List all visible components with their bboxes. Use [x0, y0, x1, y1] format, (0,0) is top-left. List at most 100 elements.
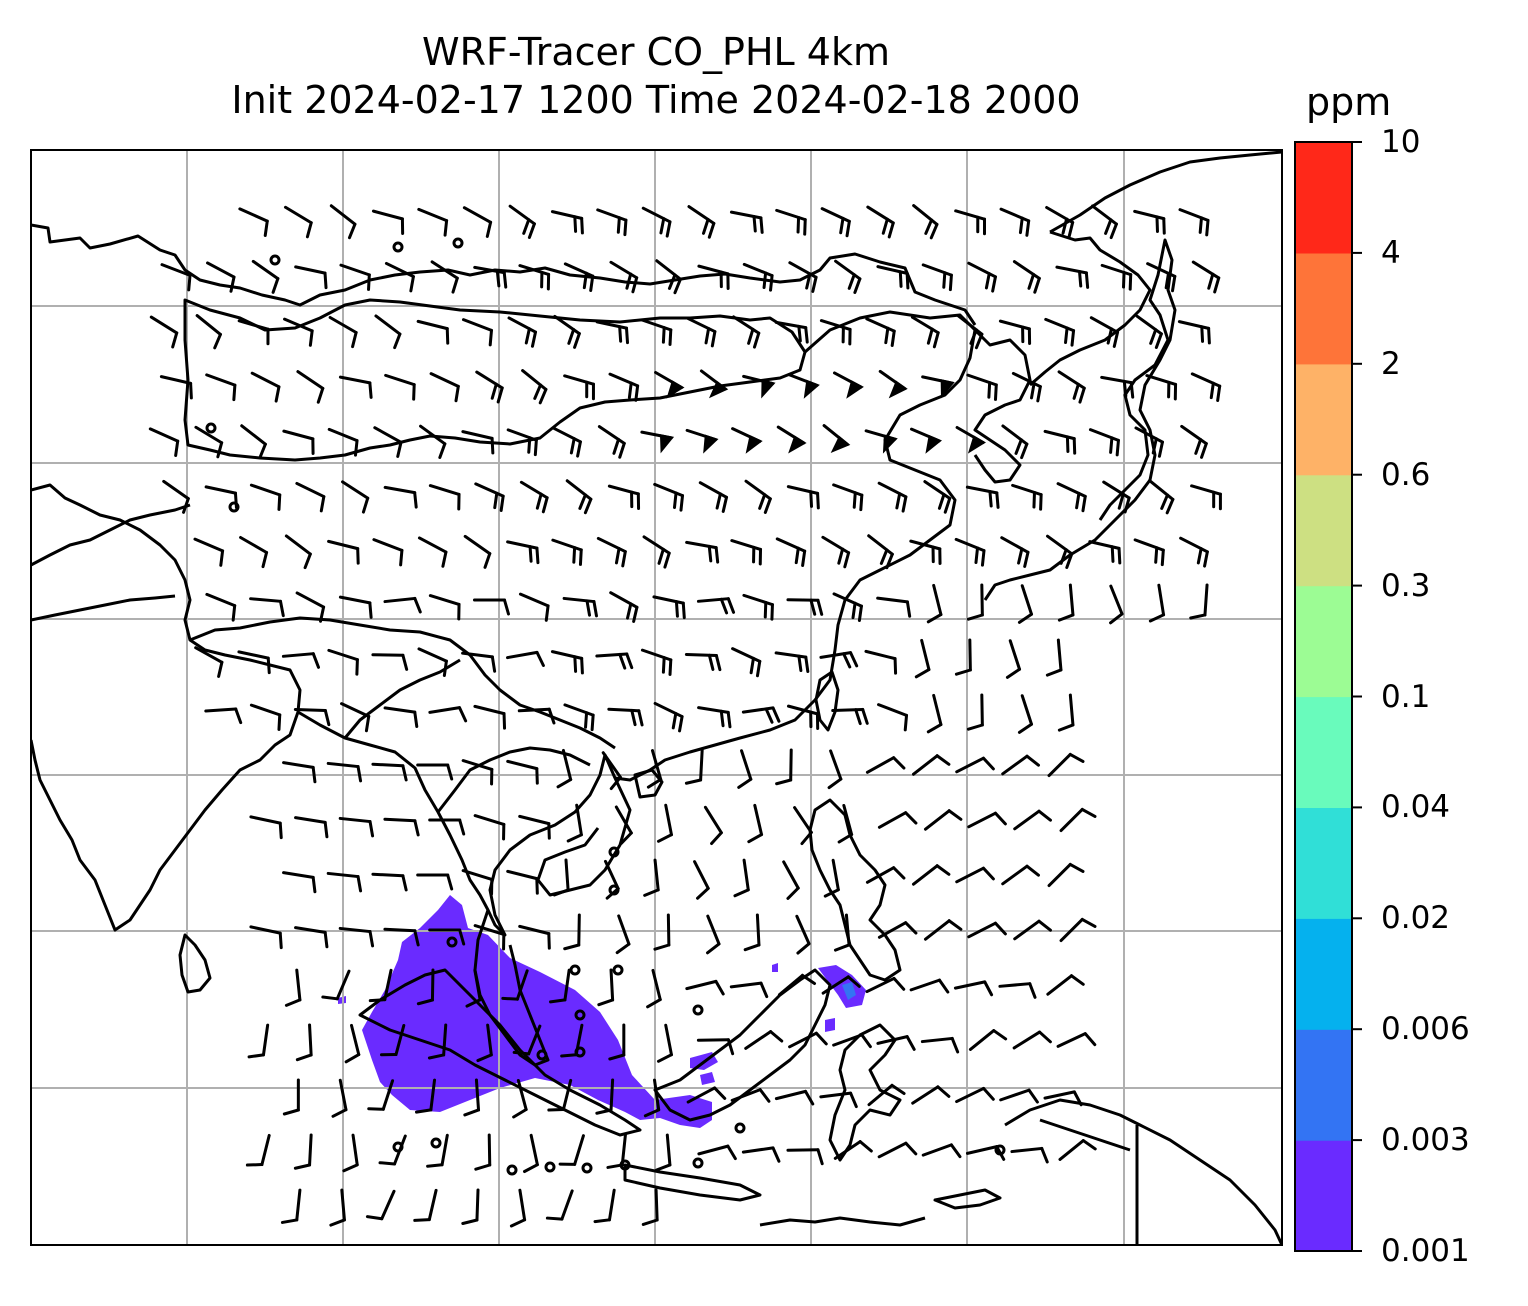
- wind-barb-tick: [668, 328, 673, 346]
- border-china-interior: [189, 616, 616, 750]
- wind-barb-tick: [804, 655, 810, 674]
- wind-barb-staff: [1134, 426, 1164, 444]
- colorbar-tick-label: 0.02: [1381, 900, 1451, 937]
- wind-barb-tick: [1171, 274, 1177, 293]
- wind-barb-tick: [499, 494, 505, 513]
- wind-barb-staff: [597, 425, 626, 445]
- wind-barb-tick: [182, 497, 190, 514]
- wind-barb-tick: [1209, 381, 1215, 400]
- wind-barb-staff: [383, 706, 417, 714]
- wind-barb-tick: [1005, 667, 1022, 679]
- wind-barb-staff: [560, 1189, 574, 1221]
- wind-barb-staff: [998, 319, 1031, 331]
- wind-barb-staff: [753, 803, 764, 837]
- wind-barb-tick: [523, 1163, 539, 1173]
- wind-barb-tick: [1057, 613, 1075, 622]
- wind-barb-tick: [284, 998, 302, 1007]
- wind-barb-tick: [632, 605, 639, 623]
- wind-barb-staff: [249, 703, 282, 717]
- wind-barb-tick: [966, 723, 984, 731]
- wind-barb-staff: [774, 1089, 808, 1101]
- wind-barb-staff: [338, 1078, 348, 1112]
- wind-barb-tick: [274, 385, 281, 403]
- wind-barb-staff: [351, 1133, 359, 1167]
- wind-barb-staff: [1100, 263, 1133, 277]
- wind-barb-tick: [984, 272, 991, 290]
- wind-barb-tick: [465, 998, 482, 1008]
- wind-barb-tick: [401, 874, 408, 892]
- wind-barb-staff: [329, 204, 357, 226]
- wind-barb-staff: [430, 260, 459, 280]
- wind-barb-tick: [1039, 493, 1043, 511]
- wind-barb-staff: [999, 1088, 1031, 1102]
- wind-barb-tick: [1198, 216, 1203, 234]
- wind-barb-tick: [1057, 723, 1075, 732]
- wind-barb-tick: [1072, 382, 1080, 400]
- wind-barb-staff: [371, 209, 404, 221]
- wind-barb-staff: [742, 593, 774, 607]
- wind-barb-tick: [544, 604, 550, 622]
- coastline-philippines: [808, 798, 902, 982]
- wind-barb-staff: [1100, 375, 1133, 385]
- wind-barb-staff: [832, 483, 864, 497]
- calm-wind-marker: [228, 501, 240, 513]
- wind-barb-staff: [1068, 583, 1075, 617]
- wind-barb-staff: [384, 261, 415, 279]
- wind-barb-tick: [904, 921, 918, 935]
- wind-barb-staff: [383, 927, 417, 933]
- wind-barb-staff: [473, 814, 506, 826]
- wind-barb-tick: [887, 221, 895, 239]
- wind-barb-tick: [1037, 809, 1052, 822]
- wind-barb-staff: [1203, 583, 1209, 617]
- coastline-timor: [933, 1188, 1002, 1210]
- wind-barb-tick: [361, 496, 370, 514]
- colorbar-tick-label: 0.04: [1381, 789, 1451, 826]
- wind-barb-tick: [615, 942, 631, 955]
- wind-barb-tick: [578, 548, 583, 566]
- wind-barb-tick: [277, 493, 282, 511]
- wind-barb-staff: [516, 1079, 528, 1111]
- wind-barb-staff: [876, 1035, 909, 1045]
- wind-barb-tick: [351, 331, 358, 349]
- wind-barb-staff: [565, 479, 593, 501]
- wind-barb-staff: [249, 483, 282, 497]
- wind-barb-tick: [634, 384, 640, 402]
- wind-barb-tick: [1027, 272, 1036, 290]
- wind-barb-tick: [714, 546, 720, 564]
- wind-barb-staff: [327, 427, 359, 443]
- wind-barb-staff: [1109, 584, 1124, 616]
- wind-barb-staff: [877, 921, 908, 939]
- wind-barb-tick: [737, 777, 753, 789]
- wind-barb-staff: [149, 315, 179, 335]
- wind-barb-staff: [328, 316, 358, 334]
- wind-barb-staff: [251, 259, 280, 281]
- wind-barb-tick: [451, 276, 459, 294]
- wind-barb-tick: [755, 659, 762, 678]
- wind-barb-tick: [631, 276, 639, 294]
- wind-barb-tick: [1027, 1088, 1039, 1104]
- wind-barb-tick: [409, 275, 415, 293]
- wind-barb-staff: [834, 259, 862, 281]
- wind-barb-staff: [786, 598, 820, 602]
- wind-barb-tick: [1025, 754, 1040, 767]
- wind-barb-staff: [955, 866, 985, 884]
- wind-barb-staff: [1013, 809, 1041, 831]
- wind-barb-staff: [980, 583, 984, 617]
- tracer-patch-celebes: [818, 965, 866, 1008]
- wind-barb-tick: [763, 600, 768, 619]
- calm-wind-marker: [392, 1141, 404, 1153]
- wind-barb-tick: [1122, 379, 1128, 398]
- wind-barb-staff: [954, 537, 986, 553]
- wind-barb-staff: [1044, 317, 1076, 333]
- wind-barb-staff: [521, 369, 548, 391]
- wind-barb-staff: [788, 261, 818, 279]
- coastline-sakhalin-russia: [1049, 150, 1282, 234]
- wind-barb-staff: [693, 860, 710, 890]
- wind-barb-staff: [442, 1023, 448, 1057]
- wind-barb-tick: [1200, 442, 1208, 459]
- wind-barb-tick: [567, 328, 576, 345]
- wind-barb-tick: [1037, 919, 1052, 932]
- wind-barb-tick: [616, 216, 621, 234]
- wind-barb-tick: [1122, 270, 1126, 289]
- wind-barb-tick: [895, 492, 902, 510]
